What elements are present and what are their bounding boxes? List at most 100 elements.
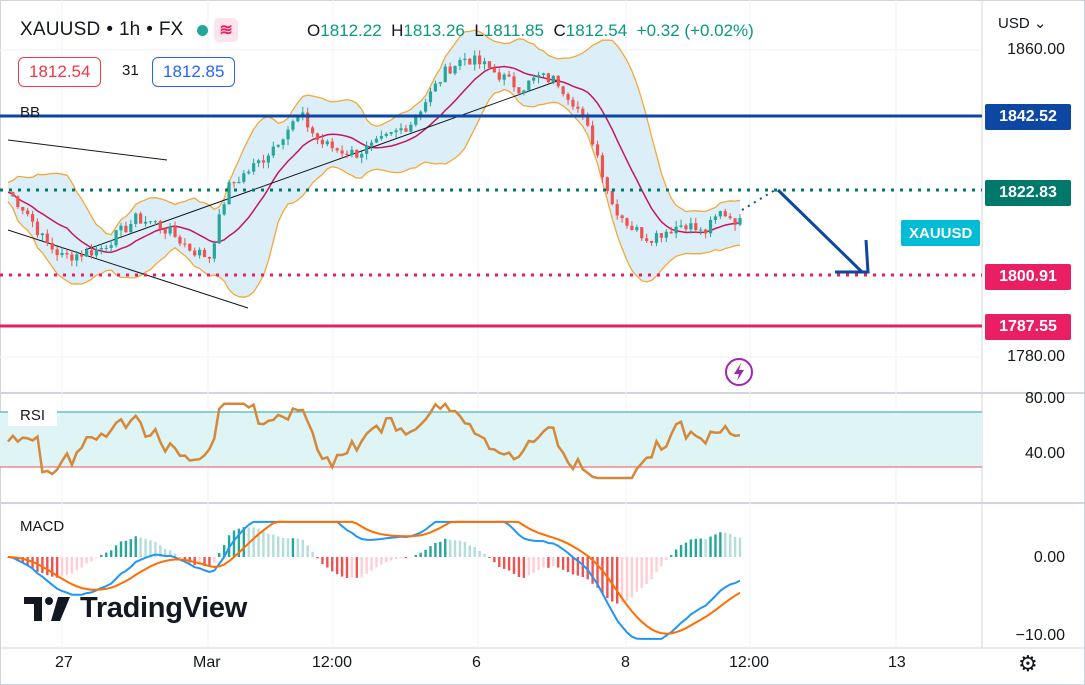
candle[interactable] bbox=[502, 74, 506, 80]
symbol-price-tag[interactable]: XAUUSD bbox=[901, 220, 981, 246]
candle[interactable] bbox=[65, 253, 69, 255]
trend-line[interactable] bbox=[84, 79, 561, 251]
candle[interactable] bbox=[625, 218, 629, 226]
candle[interactable] bbox=[286, 129, 290, 140]
trend-line[interactable] bbox=[7, 139, 168, 161]
candle[interactable] bbox=[704, 229, 708, 234]
candle[interactable] bbox=[615, 204, 619, 216]
candle[interactable] bbox=[689, 223, 693, 230]
candle[interactable] bbox=[694, 223, 698, 231]
level-price-tag[interactable]: 1800.91 bbox=[985, 264, 1071, 290]
candle[interactable] bbox=[365, 145, 369, 154]
candle[interactable] bbox=[566, 94, 570, 100]
candle[interactable] bbox=[713, 216, 718, 220]
bb-basis-line[interactable] bbox=[7, 65, 741, 254]
candle[interactable] bbox=[458, 60, 462, 66]
bb-lower-band[interactable] bbox=[7, 88, 741, 298]
candle[interactable] bbox=[315, 133, 320, 140]
market-status-icon[interactable] bbox=[197, 24, 209, 36]
candle[interactable] bbox=[399, 128, 403, 131]
candle[interactable] bbox=[664, 231, 668, 238]
candle[interactable] bbox=[478, 55, 482, 65]
candle[interactable] bbox=[153, 221, 157, 223]
candle[interactable] bbox=[591, 125, 595, 145]
candle[interactable] bbox=[473, 55, 477, 65]
candle[interactable] bbox=[428, 91, 433, 103]
currency-selector[interactable]: USD ⌄ bbox=[998, 15, 1047, 32]
candle[interactable] bbox=[80, 254, 84, 257]
candle[interactable] bbox=[134, 213, 138, 224]
candle[interactable] bbox=[522, 90, 526, 94]
candle[interactable] bbox=[335, 148, 339, 151]
candle[interactable] bbox=[414, 117, 418, 125]
symbol-name[interactable]: XAUUSD bbox=[20, 19, 101, 40]
candle[interactable] bbox=[649, 240, 654, 243]
candle[interactable] bbox=[271, 146, 275, 156]
candle[interactable] bbox=[340, 150, 344, 154]
candle[interactable] bbox=[143, 221, 148, 224]
candle[interactable] bbox=[536, 74, 541, 78]
candle[interactable] bbox=[227, 182, 231, 205]
candle[interactable] bbox=[50, 243, 54, 250]
candle[interactable] bbox=[369, 142, 374, 146]
candle[interactable] bbox=[556, 75, 560, 87]
candle[interactable] bbox=[517, 87, 521, 94]
macd-indicator-label[interactable]: MACD bbox=[20, 518, 65, 535]
candle[interactable] bbox=[35, 221, 40, 236]
candle[interactable] bbox=[320, 139, 325, 145]
candle[interactable] bbox=[433, 83, 438, 92]
candle[interactable] bbox=[242, 173, 246, 182]
candle[interactable] bbox=[718, 211, 722, 217]
candle[interactable] bbox=[669, 231, 673, 234]
bb-indicator-label[interactable]: BB bbox=[20, 104, 41, 121]
candle[interactable] bbox=[723, 211, 727, 217]
candle[interactable] bbox=[330, 141, 334, 149]
candle[interactable] bbox=[104, 247, 108, 249]
candle[interactable] bbox=[16, 196, 20, 208]
candle[interactable] bbox=[345, 153, 349, 156]
candle[interactable] bbox=[674, 226, 678, 234]
candle[interactable] bbox=[595, 144, 600, 156]
settings-icon[interactable]: ⚙ bbox=[1018, 651, 1038, 676]
candle[interactable] bbox=[394, 130, 398, 133]
candle[interactable] bbox=[497, 72, 501, 80]
candle[interactable] bbox=[148, 221, 153, 223]
candle[interactable] bbox=[404, 128, 408, 132]
candle[interactable] bbox=[207, 257, 212, 259]
candle[interactable] bbox=[708, 219, 713, 234]
candle[interactable] bbox=[571, 99, 575, 107]
candle[interactable] bbox=[581, 108, 585, 116]
interval[interactable]: 1h bbox=[119, 19, 141, 40]
candle[interactable] bbox=[453, 65, 457, 74]
forecast-arrow[interactable] bbox=[741, 188, 870, 274]
candle[interactable] bbox=[55, 249, 59, 256]
candle[interactable] bbox=[252, 163, 256, 172]
candle[interactable] bbox=[409, 124, 413, 132]
candle[interactable] bbox=[532, 77, 536, 81]
candle[interactable] bbox=[188, 243, 192, 251]
candle[interactable] bbox=[212, 243, 216, 259]
candle[interactable] bbox=[94, 249, 99, 256]
candle[interactable] bbox=[487, 61, 492, 68]
candle[interactable] bbox=[728, 216, 732, 219]
candle[interactable] bbox=[384, 133, 388, 137]
tradingview-logo[interactable]: TradingView bbox=[24, 592, 247, 625]
lightning-icon[interactable] bbox=[724, 357, 754, 387]
candle[interactable] bbox=[45, 233, 49, 244]
candle[interactable] bbox=[168, 226, 172, 234]
level-price-tag[interactable]: 1787.55 bbox=[985, 314, 1071, 340]
candle[interactable] bbox=[217, 214, 221, 244]
data-badge-icon[interactable]: ≋ bbox=[214, 18, 239, 42]
candle[interactable] bbox=[482, 61, 487, 65]
candle[interactable] bbox=[11, 192, 15, 197]
candle[interactable] bbox=[173, 226, 177, 237]
candle[interactable] bbox=[281, 139, 285, 145]
candle[interactable] bbox=[237, 181, 241, 184]
candle[interactable] bbox=[423, 102, 428, 112]
candle[interactable] bbox=[163, 229, 167, 234]
candle[interactable] bbox=[306, 112, 310, 128]
candle[interactable] bbox=[659, 233, 663, 238]
candle[interactable] bbox=[296, 116, 300, 122]
candle[interactable] bbox=[21, 207, 25, 211]
